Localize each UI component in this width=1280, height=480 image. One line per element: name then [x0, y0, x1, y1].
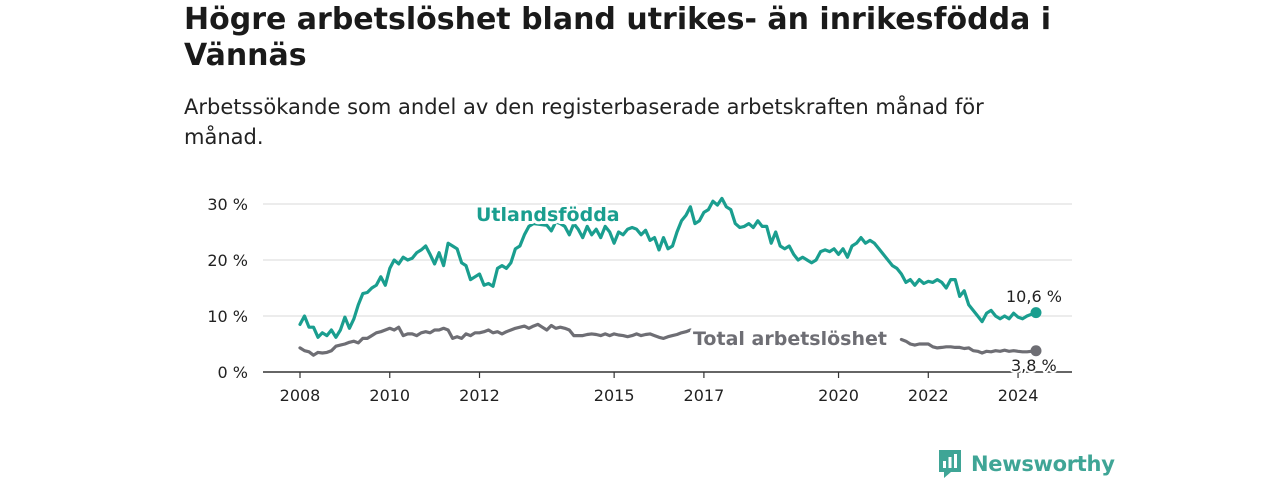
- x-tick-label: 2010: [369, 386, 410, 405]
- series-label-total-arbetsloshet: Total arbetslöshet: [693, 328, 887, 350]
- series-end-marker-total-arbetsloshet: [1030, 345, 1042, 357]
- x-tick-label: 2012: [459, 386, 500, 405]
- series-label-utlandsfodda: Utlandsfödda: [476, 204, 620, 226]
- brand-name: Newsworthy: [971, 452, 1115, 476]
- x-tick-label: 2020: [818, 386, 859, 405]
- series-line-total-arbetsloshet: [899, 337, 1038, 355]
- chart-title: Högre arbetslöshet bland utrikes- än inr…: [184, 2, 1052, 73]
- series-lines: [298, 196, 1042, 357]
- y-axis-ticks: 0 % 10 % 20 % 30 %: [207, 195, 248, 382]
- series-line-utlandsfodda: [298, 196, 1038, 339]
- x-tick-label: 2024: [998, 386, 1039, 405]
- newsworthy-logo-icon: [939, 450, 961, 478]
- y-tick-label: 30 %: [207, 195, 248, 214]
- x-tick-label: 2022: [908, 386, 949, 405]
- brand-logo: Newsworthy: [937, 448, 1115, 480]
- y-tick-label: 0 %: [218, 363, 248, 382]
- series-line-total-arbetsloshet: [298, 322, 692, 357]
- end-value-label-utlandsfodda: 10,6 %: [1006, 287, 1062, 306]
- chart-subtitle: Arbetssökande som andel av den registerb…: [184, 95, 984, 149]
- series-end-marker-utlandsfodda: [1030, 307, 1042, 319]
- gridlines: [263, 203, 1072, 373]
- x-tick-label: 2015: [594, 386, 635, 405]
- series-labels: Utlandsfödda Total arbetslöshet 10,6 % 3,8 …: [473, 201, 1064, 377]
- x-axis-ticks: 2008 2010 2012 2015 2017 2020 2022 2024: [280, 372, 1039, 405]
- end-value-label-total-arbetsloshet: 3,8 %: [1011, 356, 1057, 375]
- y-tick-label: 10 %: [207, 307, 248, 326]
- x-tick-label: 2017: [684, 386, 725, 405]
- x-tick-label: 2008: [280, 386, 321, 405]
- y-tick-label: 20 %: [207, 251, 248, 270]
